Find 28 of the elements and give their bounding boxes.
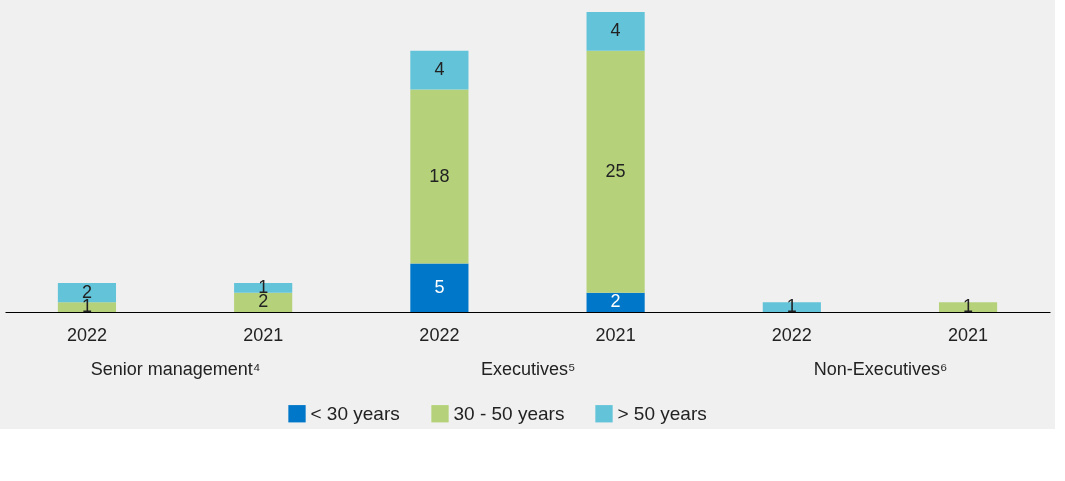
x-tick-label: 2021 <box>243 324 284 345</box>
text: Non-Executives⁶ <box>813 359 948 379</box>
legend-label: > 50 years <box>617 402 707 424</box>
x-tick-label: 2021 <box>595 324 636 345</box>
bar <box>586 292 645 312</box>
bar <box>586 50 645 293</box>
data-label: 4 <box>434 59 445 80</box>
data-label: 4 <box>610 20 621 41</box>
data-label: 5 <box>434 276 445 297</box>
bar <box>410 89 469 264</box>
x-tick-label: 2022 <box>771 324 812 345</box>
data-label: 1 <box>963 296 974 317</box>
bar <box>410 50 469 90</box>
x-tick-label: 2022 <box>419 324 460 345</box>
legend-label: < 30 years <box>310 402 400 424</box>
data-label: 1 <box>786 296 797 317</box>
legend-label: 30 - 50 years <box>453 402 565 424</box>
data-label: 18 <box>429 165 450 186</box>
x-tick-label: 2021 <box>948 324 989 345</box>
bar <box>234 292 293 312</box>
data-label: 25 <box>605 160 626 181</box>
text: Executives⁵ <box>480 359 576 379</box>
text: Senior management⁴ <box>90 359 261 379</box>
x-tick-label: 2022 <box>66 324 107 345</box>
bar <box>410 263 469 312</box>
bar <box>234 282 293 293</box>
bar <box>586 12 645 51</box>
data-label: 2 <box>610 291 621 312</box>
